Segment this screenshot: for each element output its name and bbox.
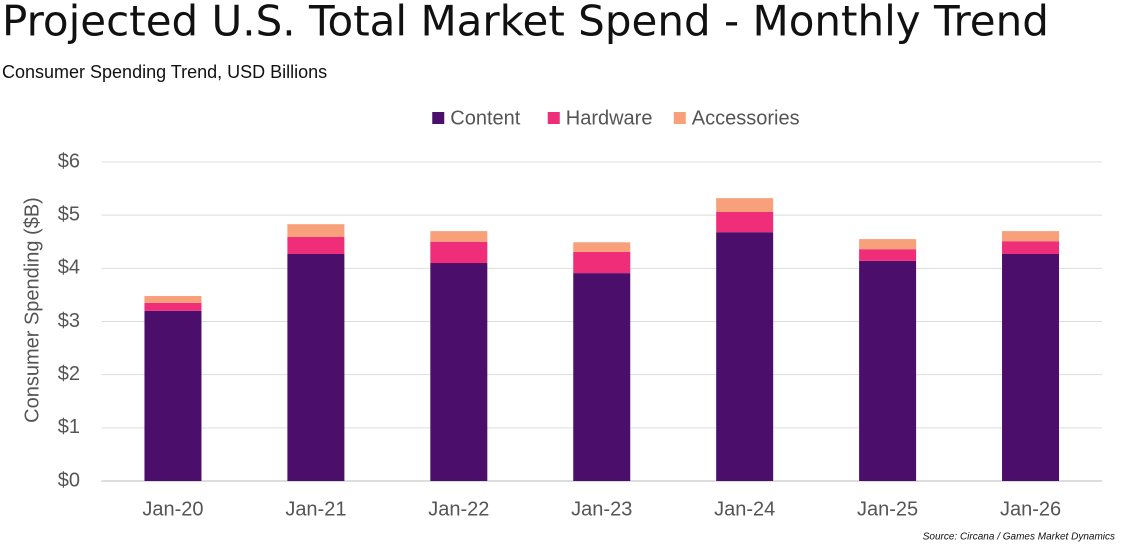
bar-segment [859,239,917,250]
x-tick-label: Jan-21 [285,498,346,520]
bar-segment [1002,241,1060,254]
bar-segment [144,295,202,303]
bar-segment [573,251,631,274]
y-tick-label: $6 [58,150,80,172]
legend-swatch [673,112,686,124]
y-axis-label: Consumer Spending ($B) [21,197,43,423]
y-tick-label: $2 [58,363,80,385]
x-tick-label: Jan-20 [142,498,203,520]
bar-segment [144,302,202,311]
chart-title: Projected U.S. Total Market Spend - Mont… [2,0,1049,46]
y-tick-label: $3 [58,310,80,332]
y-tick-label: $0 [58,469,80,491]
chart-subtitle: Consumer Spending Trend, USD Billions [2,62,327,82]
bar-segment [144,310,202,481]
bar-segment [716,232,774,481]
bar-segment [859,249,917,261]
legend-label: Accessories [692,107,800,129]
legend-label: Hardware [566,107,653,129]
x-tick-label: Jan-25 [857,498,918,520]
bar-segment [287,236,345,254]
legend-swatch [432,112,445,124]
bar-segment [430,241,488,264]
legend-swatch [547,112,560,124]
bar-segment [1002,231,1060,242]
bar-segment [716,211,774,233]
x-tick-label: Jan-23 [571,498,632,520]
x-tick-label: Jan-24 [714,498,775,520]
x-tick-label: Jan-22 [428,498,489,520]
bar-segment [573,273,631,481]
source-note: Source: Circana / Games Market Dynamics [923,532,1115,543]
y-tick-label: $1 [58,416,80,438]
bar-segment [716,198,774,212]
bar-segment [859,260,917,481]
y-tick-label: $4 [58,257,80,279]
bar-segment [430,231,488,242]
y-tick-label: $5 [58,203,80,225]
bar-segment [1002,253,1060,481]
x-tick-label: Jan-26 [1000,498,1061,520]
bar-segment [430,263,488,481]
bar-segment [287,224,345,237]
bar-segment [573,242,631,252]
legend-label: Content [450,107,520,129]
bar-segment [287,253,345,481]
